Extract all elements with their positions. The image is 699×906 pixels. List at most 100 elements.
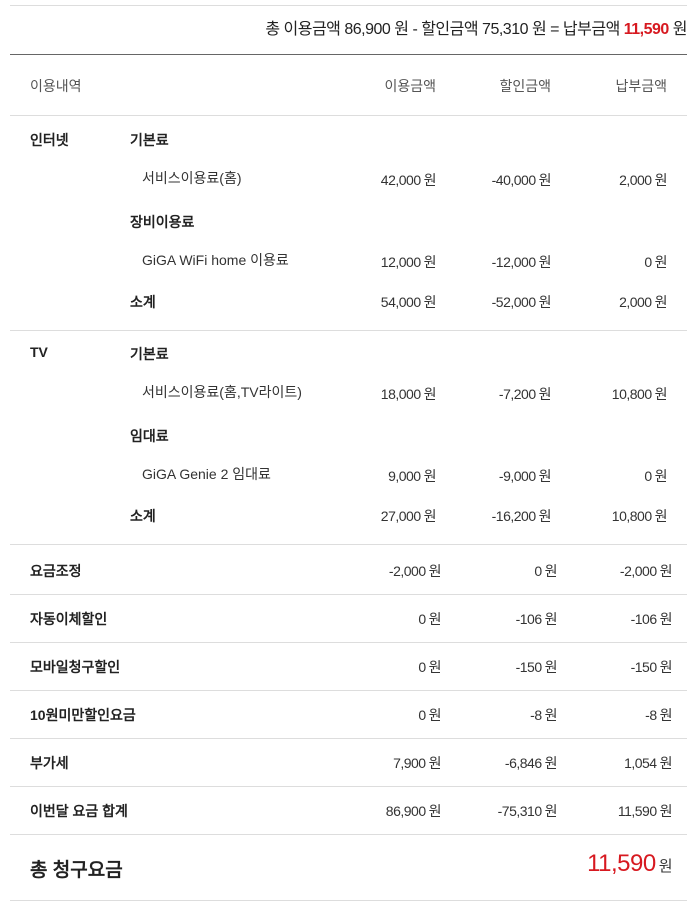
summary-usage: 86,900 (344, 21, 391, 38)
won: 원 (428, 755, 442, 771)
amount: 0 (644, 468, 652, 484)
row-amount: -75,310 원 (497, 801, 558, 821)
won: 원 (659, 563, 673, 579)
amount: -150 (630, 659, 658, 675)
row-divider (10, 738, 687, 739)
subtotal-label: 소계 (130, 508, 156, 524)
amount: 10,800 (611, 386, 652, 402)
row-amount: 11,590 원 (617, 801, 673, 821)
line-item-amount: -7,200 원 (498, 384, 552, 404)
line-item-amount: 18,000 원 (381, 384, 437, 404)
amount: -2,000 (388, 563, 426, 579)
won: 원 (538, 508, 552, 524)
row-divider (10, 834, 687, 835)
amount: 0 (418, 611, 426, 627)
row-amount: -6,846 원 (505, 753, 558, 773)
amount: -40,000 (491, 172, 536, 188)
amount: -75,310 (497, 803, 542, 819)
summary-minus: - 할인금액 (412, 21, 479, 38)
row-amount: -106 원 (515, 609, 558, 629)
won: 원 (544, 707, 558, 723)
group-name: 기본료 (130, 132, 169, 148)
amount: 11,590 (617, 803, 657, 819)
summary-eq: = 납부금액 (550, 21, 620, 38)
amount: 54,000 (380, 294, 421, 310)
subtotal-amount: 2,000 원 (619, 292, 667, 312)
row-amount: 1,054 원 (624, 753, 672, 773)
won: 원 (659, 755, 673, 771)
line-item: 서비스이용료(홈,TV라이트) (142, 384, 302, 400)
row-amount: 7,900 원 (393, 753, 441, 773)
won: 원 (654, 508, 668, 524)
amount: -12,000 (491, 254, 536, 270)
amount: -2,000 (619, 563, 657, 579)
won: 원 (538, 294, 552, 310)
row-divider (10, 594, 687, 595)
row-amount: -150 원 (516, 657, 558, 677)
won: 원 (659, 803, 673, 819)
won: 원 (658, 858, 673, 875)
summary-discount: 75,310 (482, 21, 528, 38)
row-amount: -2,000 원 (388, 561, 442, 581)
won: 원 (538, 254, 552, 270)
line-item: GiGA WiFi home 이용료 (142, 252, 289, 268)
amount: -106 (515, 611, 543, 627)
top-divider (10, 5, 687, 6)
row-amount: -106 원 (631, 609, 673, 629)
subtotal-amount: 54,000 원 (380, 292, 437, 312)
subtotal-amount: 10,800 원 (611, 506, 668, 526)
col-header-usage: 이용금액 (384, 78, 436, 94)
won: 원 (538, 386, 552, 402)
won: 원 (544, 611, 558, 627)
section-category: TV (30, 344, 48, 360)
line-item-amount: 10,800 원 (611, 384, 668, 404)
row-label: 모바일청구할인 (30, 659, 121, 675)
won: 원 (659, 707, 673, 723)
summary-line: 총 이용금액 86,900 원 - 할인금액 75,310 원 = 납부금액 1… (265, 15, 687, 39)
won: 원 (423, 172, 437, 188)
won: 원 (659, 611, 673, 627)
won: 원 (423, 294, 437, 310)
line-item: 서비스이용료(홈) (142, 170, 242, 186)
line-item-amount: 2,000 원 (619, 170, 667, 190)
section-category: 인터넷 (30, 132, 69, 148)
won: 원 (659, 659, 673, 675)
won: 원 (544, 755, 558, 771)
line-item-amount: 9,000 원 (388, 466, 436, 486)
amount: -8 (530, 707, 542, 723)
won: 원 (428, 611, 442, 627)
won: 원 (538, 468, 552, 484)
line-item-amount: 12,000 원 (381, 252, 437, 272)
won: 원 (654, 172, 668, 188)
row-amount: -2,000 원 (619, 561, 673, 581)
row-label: 이번달 요금 합계 (30, 803, 128, 819)
col-header-detail: 이용내역 (30, 78, 82, 94)
header-top-divider (10, 54, 687, 55)
total-label: 총 청구요금 (30, 860, 123, 881)
amount: 42,000 (380, 172, 421, 188)
won: 원 (423, 508, 437, 524)
won: 원 (672, 21, 688, 38)
amount: 86,900 (385, 803, 426, 819)
line-item-amount: -12,000 원 (491, 252, 552, 272)
won: 원 (544, 803, 558, 819)
won: 원 (544, 563, 558, 579)
row-label: 부가세 (30, 755, 69, 771)
total-amount: 11,590 (587, 850, 656, 877)
amount: 0 (534, 563, 542, 579)
subtotal-amount: -16,200 원 (492, 506, 552, 526)
won: 원 (428, 707, 442, 723)
section-divider (10, 330, 687, 331)
amount: 10,800 (611, 508, 652, 524)
amount: 0 (644, 254, 652, 270)
amount: -9,000 (498, 468, 536, 484)
won: 원 (531, 21, 547, 38)
amount: -7,200 (498, 386, 536, 402)
col-header-payment: 납부금액 (615, 78, 667, 94)
summary-pay: 11,590 (623, 21, 670, 38)
